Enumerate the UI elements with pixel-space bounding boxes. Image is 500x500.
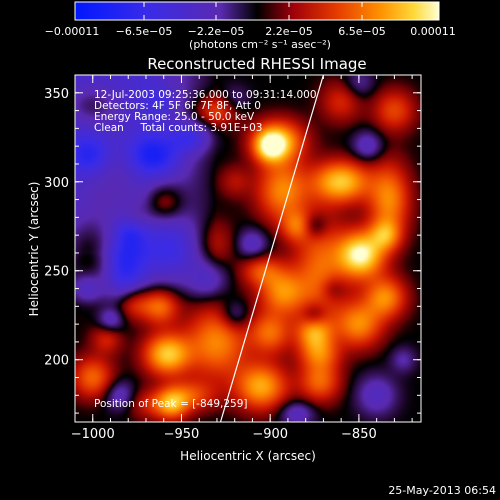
annotation-detectors: Detectors: 4F 5F 6F 7F 8F, Att 0 — [94, 100, 261, 112]
x-tick-label: −950 — [164, 427, 200, 442]
colorbar-tick-label: 6.5e−05 — [338, 25, 385, 38]
y-tick-label: 250 — [44, 265, 69, 280]
annotation-clean: Clean Total counts: 3.91E+03 — [94, 122, 263, 134]
plot-frame — [74, 74, 422, 423]
annotation-peak: Position of Peak = [-849,259] — [94, 398, 248, 410]
annotation-energy: Energy Range: 25.0 - 50.0 keV — [94, 111, 255, 123]
x-tick-label: −850 — [341, 427, 377, 442]
x-axis-label: Heliocentric X (arcsec) — [180, 449, 316, 463]
axis-ticks: −1000 −950 −900 −850 200 250 300 350 — [44, 74, 421, 442]
colorbar-tick-label: 2.2e−05 — [265, 25, 312, 38]
y-tick-label: 200 — [44, 354, 69, 369]
annotation-time: 12-Jul-2003 09:25:36.000 to 09:31:14.000 — [94, 89, 317, 101]
chart-title: Reconstructed RHESSI Image — [147, 55, 366, 73]
colorbar-ticks — [74, 2, 440, 20]
colorbar — [74, 1, 440, 21]
colorbar-tick-label: −0.00011 — [45, 25, 100, 38]
y-tick-label: 300 — [44, 176, 69, 191]
y-tick-label: 350 — [44, 87, 69, 102]
y-axis-label: Heliocentric Y (arcsec) — [27, 182, 41, 317]
colorbar-units: (photons cm⁻² s⁻¹ asec⁻²) — [189, 38, 331, 51]
limb-line — [219, 75, 324, 422]
colorbar-tick-label: −2.2e−05 — [188, 25, 245, 38]
heatmap-image — [75, 75, 421, 422]
colorbar-tick-label: 0.00011 — [410, 25, 456, 38]
x-tick-label: −900 — [252, 427, 288, 442]
colorbar-tick-label: −6.5e−05 — [116, 25, 173, 38]
heatmap-area — [75, 75, 421, 422]
footer-date: 25-May-2013 06:54 — [388, 484, 496, 497]
x-tick-label: −1000 — [71, 427, 115, 442]
